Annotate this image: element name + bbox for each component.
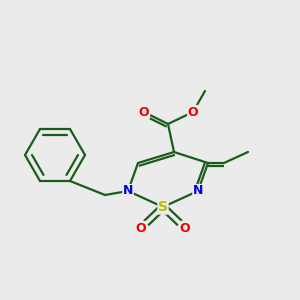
Text: O: O (136, 221, 146, 235)
Text: O: O (180, 221, 190, 235)
Text: N: N (193, 184, 203, 197)
Text: N: N (123, 184, 133, 197)
Text: O: O (139, 106, 149, 118)
Text: S: S (158, 200, 168, 214)
Text: O: O (188, 106, 198, 118)
